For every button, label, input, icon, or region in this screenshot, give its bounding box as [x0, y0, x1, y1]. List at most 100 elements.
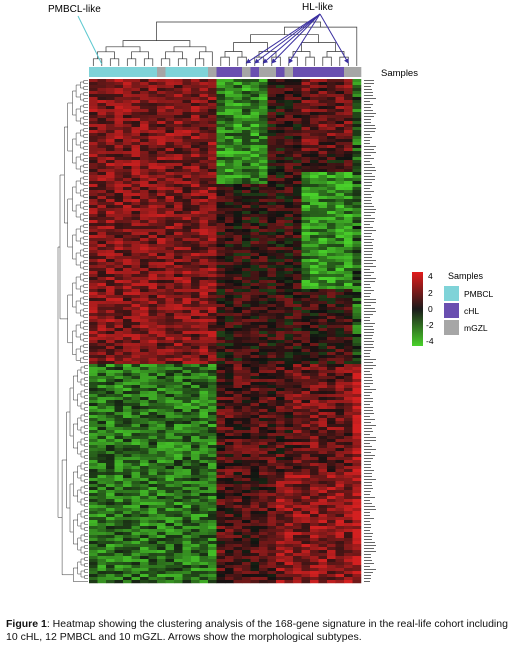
- dendrogram-branch: [72, 330, 77, 355]
- heatmap-cell: [259, 241, 268, 245]
- heatmap-cell: [293, 346, 302, 350]
- heatmap-cell: [191, 352, 200, 356]
- heatmap-cell: [165, 346, 175, 350]
- heatmap-cell: [318, 502, 328, 506]
- heatmap-cell: [114, 262, 124, 266]
- heatmap-cell: [259, 223, 268, 227]
- heatmap-cell: [310, 106, 319, 110]
- heatmap-cell: [352, 391, 362, 395]
- heatmap-cell: [344, 457, 353, 461]
- heatmap-cell: [327, 337, 336, 341]
- dendrogram-branch: [80, 93, 84, 101]
- heatmap-cell: [174, 487, 183, 491]
- heatmap-cell: [267, 334, 277, 338]
- heatmap-cell: [106, 334, 115, 338]
- heatmap-cell: [284, 511, 294, 515]
- heatmap-cell: [191, 145, 200, 149]
- heatmap-cell: [301, 229, 311, 233]
- heatmap-cell: [89, 460, 98, 464]
- heatmap-cell: [259, 100, 268, 104]
- dendrogram-branch: [84, 467, 88, 471]
- heatmap-cell: [293, 157, 302, 161]
- heatmap-cell: [344, 172, 353, 176]
- heatmap-cell: [140, 193, 149, 197]
- dendrogram-branch: [160, 58, 171, 66]
- heatmap-cell: [301, 514, 311, 518]
- heatmap-cell: [293, 175, 302, 179]
- heatmap-cell: [301, 196, 311, 200]
- heatmap-cell: [157, 478, 166, 482]
- heatmap-cell: [225, 121, 234, 125]
- heatmap-cell: [310, 280, 319, 284]
- heatmap-cell: [216, 91, 226, 95]
- heatmap-cell: [97, 157, 107, 161]
- heatmap-cell: [293, 79, 302, 83]
- heatmap-cell: [352, 184, 362, 188]
- heatmap-cell: [301, 82, 311, 86]
- heatmap-cell: [327, 349, 336, 353]
- heatmap-cell: [318, 490, 328, 494]
- heatmap-cell: [276, 127, 285, 131]
- heatmap-cell: [267, 307, 277, 311]
- heatmap-cell: [208, 490, 217, 494]
- heatmap-cell: [123, 169, 132, 173]
- dendrogram-branch: [80, 297, 84, 305]
- heatmap-cell: [335, 454, 345, 458]
- heatmap-cell: [233, 520, 243, 524]
- heatmap-cell: [140, 151, 149, 155]
- heatmap-cell: [267, 412, 277, 416]
- heatmap-cell: [225, 301, 234, 305]
- heatmap-cell: [114, 313, 124, 317]
- heatmap-cell: [114, 340, 124, 344]
- heatmap-cell: [352, 325, 362, 329]
- heatmap-cell: [301, 502, 311, 506]
- heatmap-cell: [208, 391, 217, 395]
- heatmap-cell: [276, 223, 285, 227]
- heatmap-cell: [157, 493, 166, 497]
- heatmap-cell: [310, 427, 319, 431]
- heatmap-cell: [216, 346, 226, 350]
- heatmap-cell: [106, 214, 115, 218]
- heatmap-cell: [216, 292, 226, 296]
- heatmap-cell: [318, 151, 328, 155]
- dendrogram-branch: [83, 92, 88, 96]
- heatmap-cell: [174, 499, 183, 503]
- heatmap-cell: [208, 127, 217, 131]
- sample-annotation-cell: [318, 67, 328, 77]
- heatmap-cell: [259, 487, 268, 491]
- heatmap-cell: [208, 511, 217, 515]
- heatmap-cell: [97, 106, 107, 110]
- heatmap-cell: [352, 322, 362, 326]
- heatmap-cell: [293, 343, 302, 347]
- heatmap-cell: [250, 160, 260, 164]
- heatmap-cell: [174, 250, 183, 254]
- heatmap-cell: [157, 97, 166, 101]
- heatmap-cell: [208, 208, 217, 212]
- heatmap-cell: [106, 187, 115, 191]
- heatmap-cell: [250, 265, 260, 269]
- heatmap-cell: [106, 499, 115, 503]
- heatmap-cell: [284, 457, 294, 461]
- heatmap-cell: [327, 316, 336, 320]
- heatmap-cell: [301, 193, 311, 197]
- heatmap-cell: [276, 268, 285, 272]
- heatmap-cell: [293, 193, 302, 197]
- heatmap-cell: [242, 166, 251, 170]
- heatmap-cell: [259, 481, 268, 485]
- heatmap-cell: [250, 292, 260, 296]
- heatmap-cell: [97, 88, 107, 92]
- heatmap-cell: [199, 424, 209, 428]
- heatmap-cell: [344, 223, 353, 227]
- heatmap-cell: [114, 79, 124, 83]
- heatmap-cell: [327, 298, 336, 302]
- heatmap-cell: [293, 289, 302, 293]
- heatmap-cell: [301, 487, 311, 491]
- heatmap-cell: [352, 115, 362, 119]
- heatmap-cell: [191, 490, 200, 494]
- heatmap-cell: [225, 223, 234, 227]
- dendrogram-branch: [80, 474, 85, 482]
- heatmap-cell: [276, 466, 285, 470]
- heatmap-cell: [225, 115, 234, 119]
- heatmap-cell: [123, 166, 132, 170]
- heatmap-cell: [344, 484, 353, 488]
